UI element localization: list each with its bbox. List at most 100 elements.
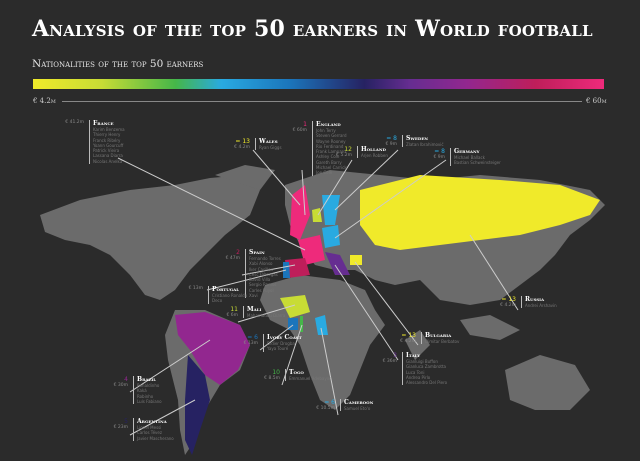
player-name: Cristiano Ronaldo xyxy=(212,293,248,298)
player-list: Fernando Torres Xabi Alonso Iker Casillas C… xyxy=(245,256,281,299)
country-callout: 4 € 30m Brazil Ronaldinho Kaká Robinho Luís Fa… xyxy=(114,376,162,405)
country-cameroon xyxy=(315,315,328,335)
country-callout: = 8 € 9m Sweden Zlatan Ibrahimović xyxy=(385,135,444,148)
player-name: Yoann Gourcuff xyxy=(93,142,124,148)
country-name: Ivory Coast xyxy=(263,334,302,341)
country-name: France xyxy=(89,120,125,127)
country-name: England xyxy=(312,121,347,128)
player-name: Javier Mascherano xyxy=(137,435,174,441)
player-name: Bastian Schweinsteiger xyxy=(454,160,501,166)
highlighted-countries xyxy=(175,175,600,455)
country-name: Portugal xyxy=(208,286,247,293)
rank: = 13 xyxy=(501,296,516,303)
rank: 10 xyxy=(272,369,280,376)
player-name: Steven Gerrard xyxy=(316,133,347,139)
player-name: Robinho xyxy=(137,393,154,399)
earnings: € 41.2m xyxy=(65,120,84,125)
country-name: Cameroon xyxy=(340,399,373,406)
player-name: Luís Fabiano xyxy=(137,398,162,404)
player-name: Mahamadou Diarra xyxy=(247,313,286,318)
rank-value: = 6 € 10.5m xyxy=(316,399,335,411)
country-germany xyxy=(322,225,340,248)
rank-value: = 6 € 13m xyxy=(244,334,258,346)
callout-lines xyxy=(117,149,519,436)
country-name: Holland xyxy=(357,146,388,153)
earnings: € 13m xyxy=(243,341,258,346)
player-name: Lassana Diarra xyxy=(93,153,123,159)
country-callout: € 13m Portugal Cristiano Ronaldo Deco xyxy=(189,286,248,304)
player-name: Fernando Torres xyxy=(249,256,281,261)
player-name: Luca Toni xyxy=(406,369,425,375)
country-callout: = 6 € 10.5m Cameroon Samuel Eto'o xyxy=(316,399,373,412)
player-name: Sergio Ramos xyxy=(249,282,277,288)
earnings: € 4.2m xyxy=(500,303,516,308)
color-scale-bar xyxy=(33,79,604,89)
player-name: Thierry Henry xyxy=(93,132,121,138)
player-name: Kaká xyxy=(137,388,147,394)
player-name: Rio Ferdinand xyxy=(316,143,344,149)
country-name: Mali xyxy=(243,306,285,313)
country-sweden xyxy=(322,195,340,225)
rank-value: € 41.2m xyxy=(65,120,84,125)
player-name: Lionel Messi xyxy=(137,425,162,430)
earnings: € 9m xyxy=(433,155,445,160)
player-name: John Terry xyxy=(316,128,336,133)
earnings: € 30m xyxy=(113,383,128,388)
player-name: Carlos Tévez xyxy=(137,430,162,436)
rank-value: 12 € 5.2m xyxy=(336,146,352,158)
earnings: € 13m xyxy=(188,286,203,291)
player-name: Ashley Cole xyxy=(316,154,340,160)
rank-value: 11 € 6m xyxy=(226,306,238,318)
page-title: Analysis of the top 50 earners in World … xyxy=(32,16,593,42)
earnings: € 23m xyxy=(113,425,128,430)
rank: 4 xyxy=(124,376,128,383)
country-bulgaria xyxy=(350,255,362,265)
player-name: Zlatan Ibrahimović xyxy=(406,142,444,147)
player-list: Zlatan Ibrahimović xyxy=(402,142,444,148)
player-name: Yaya Touré xyxy=(267,346,289,352)
country-callout: 1 € 60m England John Terry Steven Gerrard Way… xyxy=(293,121,347,176)
rank-value: € 13m xyxy=(189,286,203,291)
country-name: Argentina xyxy=(133,418,174,425)
rank: = 8 xyxy=(434,148,445,155)
subtitle: Nationalities of the top 50 earners xyxy=(32,58,204,70)
country-name: Wales xyxy=(255,138,282,145)
country-callout: = 13 € 4.2m Bulgaria Dimitar Berbatov xyxy=(400,332,459,345)
player-name: Michael Carrick xyxy=(316,165,347,171)
country-name: Sweden xyxy=(402,135,444,142)
player-name: Nicolas Anelka xyxy=(93,158,123,164)
player-name: Michael Ballack xyxy=(454,155,485,160)
player-list: Michael Ballack Bastian Schweinsteiger xyxy=(450,155,501,166)
country-callout: 5 € 23m Argentina Lionel Messi Carlos Tévez J… xyxy=(114,418,174,441)
country-callout: 3 € 36m Italy Gianluigi Buffon Gianluca Zamb… xyxy=(383,352,447,386)
earnings: € 10.5m xyxy=(316,406,335,411)
player-name: Karim Benzema xyxy=(93,127,125,132)
rank-value: 4 € 30m xyxy=(114,376,128,388)
rank: = 13 xyxy=(235,138,250,145)
player-name: Frank Lampard xyxy=(316,149,346,155)
country-callout: = 6 € 13m Ivory Coast Didier Drogba Yaya Tou… xyxy=(244,334,302,352)
country-callout: = 13 € 4.2m Wales Ryan Giggs xyxy=(234,138,282,151)
earnings: € 36m xyxy=(382,359,397,364)
country-name: Germany xyxy=(450,148,501,155)
player-list: Arjen Robben xyxy=(357,153,388,159)
player-list: Mahamadou Diarra xyxy=(243,313,286,319)
player-name: Franck Ribéry xyxy=(93,137,121,143)
country-name: Italy xyxy=(402,352,447,359)
rank: 11 xyxy=(230,306,238,313)
earnings: € 5.2m xyxy=(336,153,352,158)
rank: 12 xyxy=(344,146,352,153)
country-name: Togo xyxy=(285,369,331,376)
player-name: Patrick Vieira xyxy=(93,148,120,154)
country-argentina xyxy=(185,355,210,455)
rank-value: = 13 € 4.2m xyxy=(234,138,250,150)
player-name: Gianluigi Buffon xyxy=(406,359,438,364)
player-name: Ryan Giggs xyxy=(259,145,282,150)
earnings: € 47m xyxy=(225,256,240,261)
rank-value: = 8 € 9m xyxy=(385,135,397,147)
player-list: Lionel Messi Carlos Tévez Javier Mascheran… xyxy=(133,425,174,441)
scale-min-label: € 4.2m xyxy=(33,97,56,105)
rank-value: = 8 € 9m xyxy=(433,148,445,160)
earnings: € 60m xyxy=(292,128,307,133)
